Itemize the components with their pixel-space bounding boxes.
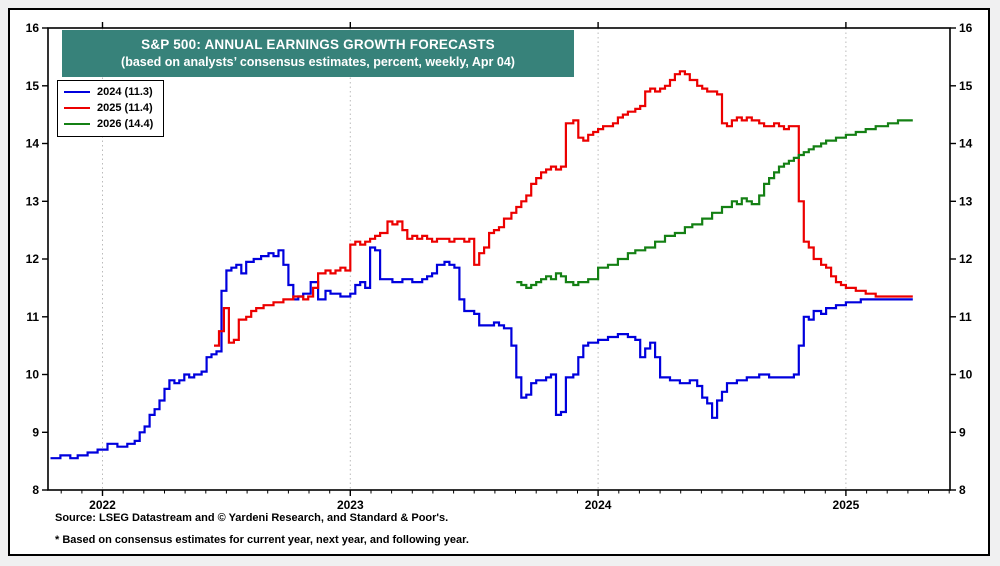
chart-title-box: S&P 500: ANNUAL EARNINGS GROWTH FORECAST… bbox=[62, 30, 574, 77]
legend-label: 2024 (11.3) bbox=[97, 86, 153, 98]
legend-item: 2025 (11.4) bbox=[64, 100, 153, 116]
legend-label: 2025 (11.4) bbox=[97, 102, 153, 114]
legend-line-swatch bbox=[64, 107, 90, 109]
svg-text:11: 11 bbox=[26, 310, 39, 324]
svg-text:13: 13 bbox=[26, 194, 40, 208]
svg-text:12: 12 bbox=[26, 252, 40, 266]
source-note: Source: LSEG Datastream and © Yardeni Re… bbox=[55, 512, 449, 524]
svg-text:2023: 2023 bbox=[337, 498, 364, 512]
legend-label: 2026 (14.4) bbox=[97, 118, 154, 130]
legend-line-swatch bbox=[64, 91, 90, 93]
svg-text:12: 12 bbox=[959, 252, 973, 266]
legend-item: 2024 (11.3) bbox=[64, 84, 153, 100]
svg-text:16: 16 bbox=[959, 21, 973, 35]
svg-text:8: 8 bbox=[959, 483, 966, 497]
svg-text:2025: 2025 bbox=[833, 498, 860, 512]
chart-plot: 8 8 9 9 10 10 11 11 12 12 13 13 14 14 15 15 16 16 2022 2023… bbox=[26, 21, 973, 512]
svg-text:15: 15 bbox=[959, 79, 973, 93]
svg-text:15: 15 bbox=[26, 79, 40, 93]
svg-text:2024: 2024 bbox=[585, 498, 612, 512]
svg-text:14: 14 bbox=[26, 137, 40, 151]
svg-text:13: 13 bbox=[959, 194, 973, 208]
svg-text:16: 16 bbox=[26, 21, 40, 35]
svg-text:10: 10 bbox=[26, 368, 40, 382]
legend-line-swatch bbox=[64, 123, 90, 125]
svg-text:2022: 2022 bbox=[89, 498, 116, 512]
svg-text:8: 8 bbox=[32, 483, 39, 497]
chart-subtitle: (based on analysts’ consensus estimates,… bbox=[121, 55, 515, 69]
svg-text:9: 9 bbox=[959, 425, 966, 439]
svg-text:14: 14 bbox=[959, 137, 973, 151]
legend: 2024 (11.3) 2025 (11.4) 2026 (14.4) bbox=[57, 80, 165, 137]
svg-text:11: 11 bbox=[959, 310, 972, 324]
legend-item: 2026 (14.4) bbox=[64, 116, 153, 132]
chart-title: S&P 500: ANNUAL EARNINGS GROWTH FORECAST… bbox=[141, 37, 495, 52]
svg-text:10: 10 bbox=[959, 368, 973, 382]
chart-frame bbox=[8, 8, 990, 556]
footnote: * Based on consensus estimates for curre… bbox=[55, 534, 469, 546]
svg-text:9: 9 bbox=[32, 425, 39, 439]
